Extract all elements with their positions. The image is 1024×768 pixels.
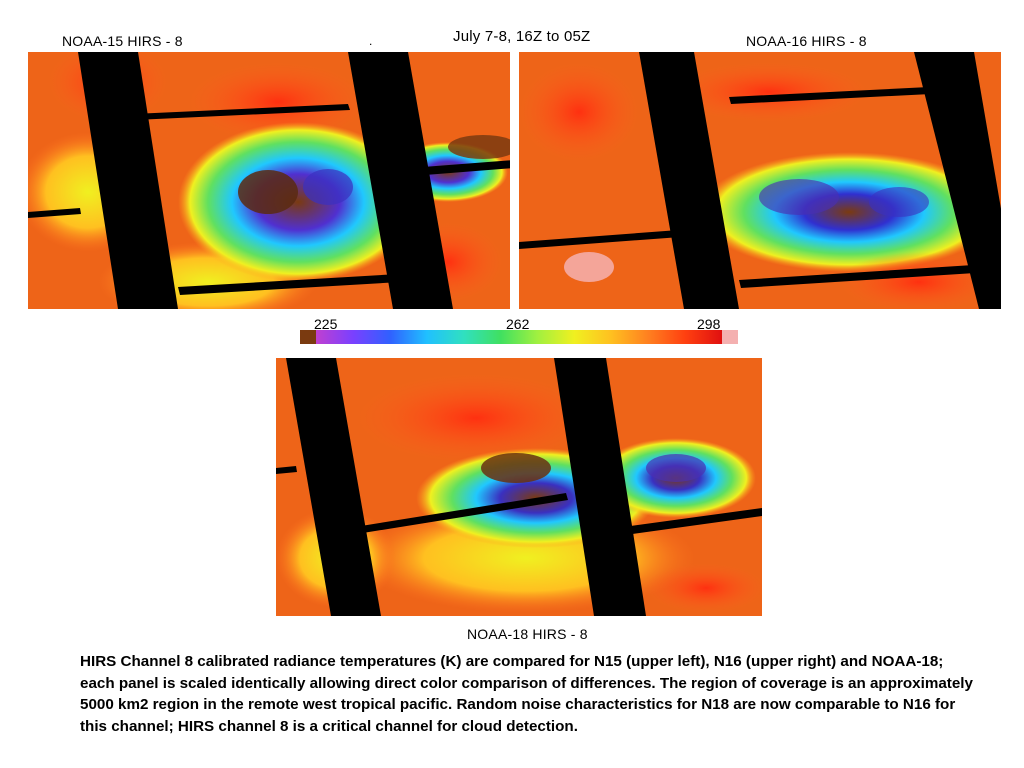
dot-mark: .	[369, 34, 373, 48]
colorbar-gradient	[300, 330, 738, 344]
noaa16-image-panel	[519, 52, 1005, 309]
colorbar-gradient-band	[316, 330, 722, 344]
noaa16-label: NOAA-16 HIRS - 8	[746, 33, 867, 49]
noaa15-image	[28, 52, 514, 309]
noaa16-image	[519, 52, 1005, 309]
noaa15-image-panel	[28, 52, 514, 309]
noaa18-label: NOAA-18 HIRS - 8	[467, 626, 588, 642]
colorbar-min-label: 225	[314, 316, 338, 332]
noaa18-image-panel	[276, 358, 762, 616]
noaa18-image	[276, 358, 762, 616]
figure-caption: HIRS Channel 8 calibrated radiance tempe…	[80, 653, 973, 735]
colorbar-low-block	[300, 330, 316, 344]
colorbar-high-block	[722, 330, 738, 344]
date-range-label: July 7-8, 16Z to 05Z	[453, 28, 591, 45]
colorbar-max-label: 298	[697, 316, 721, 332]
noaa15-label: NOAA-15 HIRS - 8	[62, 33, 183, 49]
colorbar	[300, 330, 738, 344]
colorbar-mid-label: 262	[506, 316, 530, 332]
